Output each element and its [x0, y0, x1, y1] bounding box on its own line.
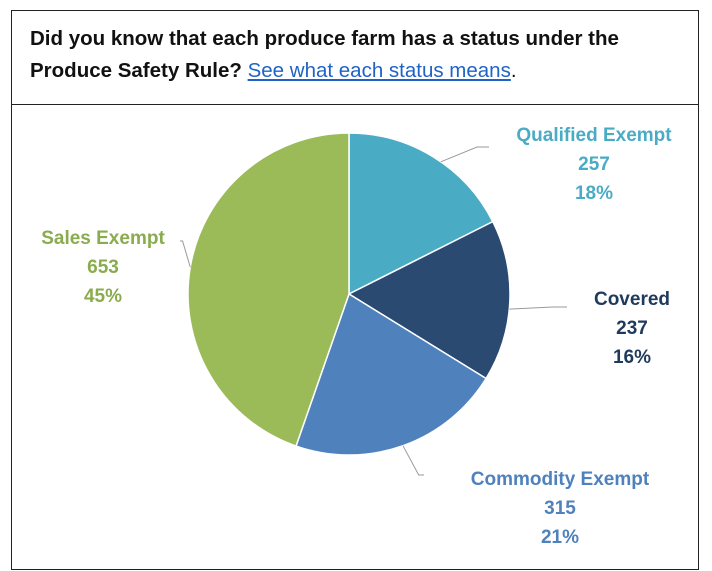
slice-label-value: 653 — [87, 257, 119, 278]
slice-label-name: Commodity Exempt — [471, 469, 650, 490]
header-trailing-punct: . — [510, 59, 517, 82]
leader-line — [402, 445, 424, 476]
slice-label-name: Covered — [594, 289, 670, 310]
pie-slice-qualified-exempt — [348, 132, 494, 296]
pie-chart: Qualified Exempt 257 18% Covered 237 16% Commo… — [41, 125, 672, 548]
slice-label-name: Qualified Exempt — [516, 125, 672, 146]
slice-label-value: 237 — [616, 318, 648, 339]
pie-slice-covered — [347, 220, 511, 380]
slice-label-value: 257 — [578, 154, 610, 175]
pie-slice-sales-exempt — [187, 132, 350, 447]
slice-label-value: 315 — [544, 498, 576, 519]
slice-label-percent: 45% — [84, 286, 122, 307]
header-question: Did you know that each produce farm has … — [30, 27, 619, 82]
leader-line — [509, 306, 567, 310]
pie-slice-commodity-exempt — [295, 292, 488, 456]
slice-label-percent: 21% — [541, 527, 579, 548]
header-box: Did you know that each produce farm has … — [12, 11, 698, 105]
infographic-frame: Did you know that each produce farm has … — [11, 10, 699, 570]
leader-line — [180, 240, 191, 268]
slice-label-name: Sales Exempt — [41, 228, 165, 249]
status-meaning-link[interactable]: See what each status means — [247, 59, 511, 82]
leader-line — [440, 146, 489, 163]
slice-label-percent: 16% — [613, 347, 651, 368]
slice-label-percent: 18% — [575, 183, 613, 204]
